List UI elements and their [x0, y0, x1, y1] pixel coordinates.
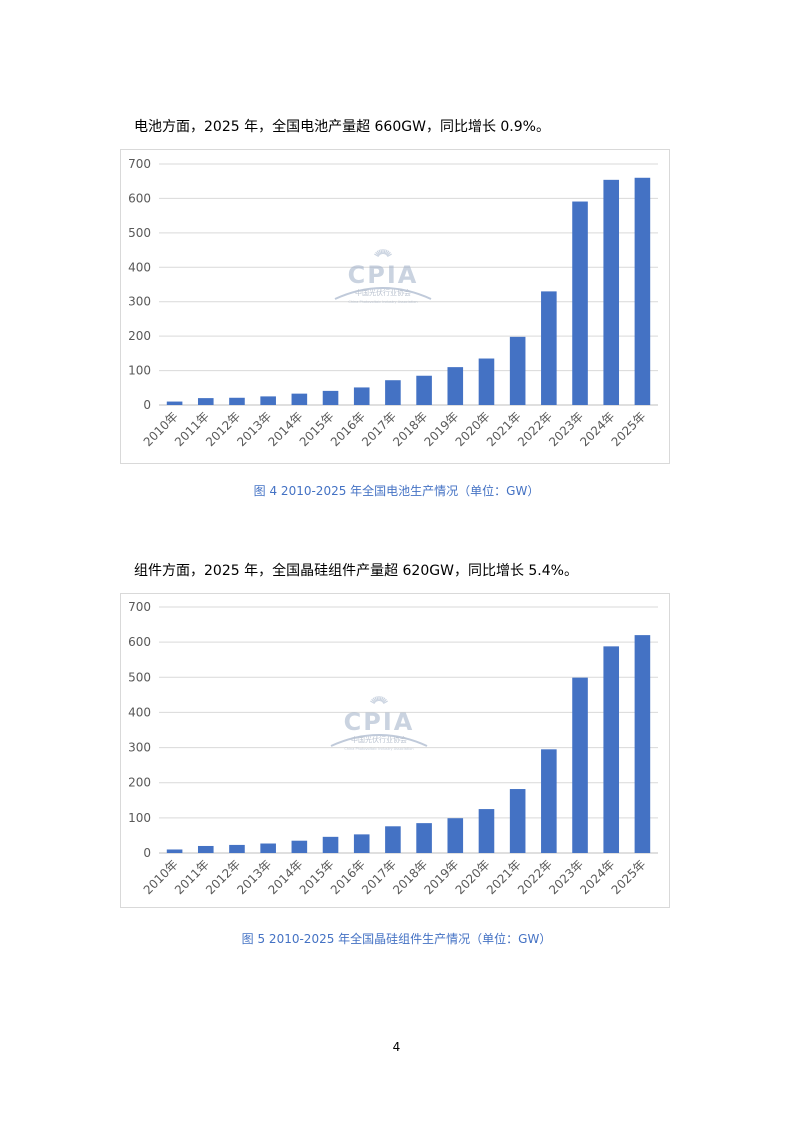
bar-2016年	[353, 387, 370, 405]
y-tick-label: 700	[128, 600, 151, 614]
page-number: 4	[392, 1040, 401, 1054]
bar-2013年	[260, 396, 276, 405]
org-name-cn: 中国光伏行业协会	[355, 288, 411, 297]
bar-2020年	[478, 358, 495, 405]
bar-2024年	[603, 646, 620, 853]
cpia-logo-text: CPIA	[348, 261, 419, 289]
y-tick-label: 700	[128, 157, 151, 171]
bar-2011年	[197, 398, 214, 405]
bar-2018年	[416, 375, 432, 405]
bar-2014年	[291, 840, 308, 853]
swoosh-icon	[330, 734, 428, 747]
bar-2013年	[260, 843, 276, 853]
figure4-caption: 图 4 2010-2025 年全国电池生产情况（单位：GW）	[253, 484, 540, 498]
bar-2017年	[385, 380, 401, 405]
y-tick-label: 400	[128, 705, 151, 719]
sun-rays-icon	[370, 696, 388, 705]
y-tick-label: 600	[128, 635, 151, 649]
x-tick-label: 2025年	[609, 409, 649, 449]
org-name-en: China Photovoltaic Industry Association	[344, 747, 413, 751]
bar-2012年	[229, 397, 245, 405]
bar-2023年	[572, 677, 588, 853]
y-tick-label: 100	[128, 364, 151, 378]
bar-2018年	[416, 823, 432, 853]
bar-2023年	[572, 201, 588, 405]
y-tick-label: 200	[128, 776, 151, 790]
battery-chart: 0 100 200 300 400 500 600 700 CPIA 中国光伏行业协会 China …	[120, 149, 670, 464]
y-tick-label: 200	[128, 329, 151, 343]
bar-2016年	[353, 834, 370, 853]
swoosh-icon	[334, 287, 432, 300]
bar-2025年	[634, 635, 651, 853]
bar-2022年	[541, 291, 557, 405]
bar-2025年	[634, 177, 651, 405]
y-tick-label: 0	[143, 846, 151, 860]
bar-2012年	[229, 844, 245, 853]
bar-2021年	[509, 789, 526, 853]
bar-2019年	[447, 818, 464, 853]
bar-2019年	[447, 367, 464, 405]
y-tick-label: 0	[143, 398, 151, 412]
cpia-logo-text: CPIA	[344, 708, 415, 736]
y-tick-label: 300	[128, 295, 151, 309]
x-tick-label: 2025年	[609, 857, 649, 897]
sun-rays-icon	[374, 249, 392, 258]
module-paragraph: 组件方面，2025 年，全国晶硅组件产量超 620GW，同比增长 5.4%。	[134, 563, 578, 579]
bar-2010年	[166, 401, 183, 405]
y-tick-label: 300	[128, 741, 151, 755]
module-chart: 0 100 200 300 400 500 600 700 CPIA 中国光伏行业协会 China …	[120, 593, 670, 908]
y-tick-label: 600	[128, 191, 151, 205]
bar-2022年	[541, 749, 557, 853]
bar-2021年	[509, 336, 526, 405]
y-tick-label: 500	[128, 226, 151, 240]
bar-2015年	[322, 836, 339, 853]
bar-2017年	[385, 826, 401, 853]
bar-2015年	[322, 390, 339, 405]
bar-2024年	[603, 179, 620, 405]
bar-2020年	[478, 809, 495, 853]
bar-2014年	[291, 393, 308, 405]
battery-paragraph: 电池方面，2025 年，全国电池产量超 660GW，同比增长 0.9%。	[134, 119, 550, 135]
bar-2010年	[166, 849, 183, 853]
y-tick-label: 400	[128, 260, 151, 274]
org-name-en: China Photovoltaic Industry Association	[348, 300, 417, 304]
org-name-cn: 中国光伏行业协会	[351, 735, 407, 744]
y-tick-label: 100	[128, 811, 151, 825]
y-tick-label: 500	[128, 670, 151, 684]
bar-2011年	[197, 845, 214, 853]
figure5-caption: 图 5 2010-2025 年全国晶硅组件生产情况（单位：GW）	[241, 932, 552, 946]
